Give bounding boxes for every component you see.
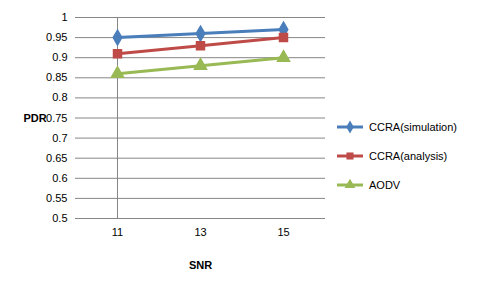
svg-text:0.5: 0.5 bbox=[52, 212, 67, 224]
svg-text:0.55: 0.55 bbox=[46, 192, 67, 204]
html-text:CCRA(simulation): CCRA(simulation) bbox=[369, 120, 457, 133]
svg-text:PDR: PDR bbox=[24, 112, 47, 124]
svg-text:0.65: 0.65 bbox=[46, 152, 67, 164]
svg-text:0.7: 0.7 bbox=[52, 132, 67, 144]
svg-text:0.85: 0.85 bbox=[46, 71, 67, 83]
html-text:AODV: AODV bbox=[369, 178, 401, 191]
svg-text:0.6: 0.6 bbox=[52, 172, 67, 184]
svg-text:SNR: SNR bbox=[189, 259, 212, 271]
svg-text:0.9: 0.9 bbox=[52, 51, 67, 63]
svg-text:0.75: 0.75 bbox=[46, 112, 67, 124]
svg-text:13: 13 bbox=[194, 226, 206, 238]
svg-text:11: 11 bbox=[112, 226, 123, 238]
svg-text:0.8: 0.8 bbox=[52, 91, 67, 103]
html-text:CCRA(analysis): CCRA(analysis) bbox=[369, 149, 448, 162]
svg-text:0.95: 0.95 bbox=[46, 31, 67, 43]
svg-text:15: 15 bbox=[277, 226, 289, 238]
svg-text:1: 1 bbox=[61, 11, 67, 23]
